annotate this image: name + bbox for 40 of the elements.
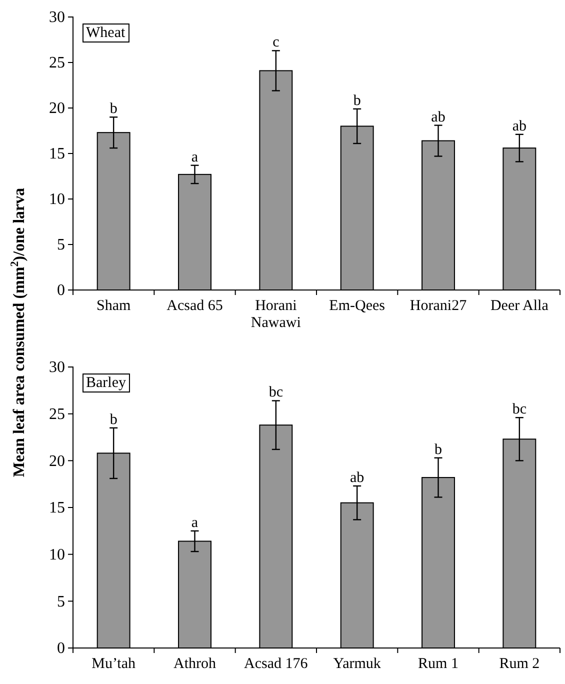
y-tick-label: 10 [49,191,65,208]
y-tick-label: 0 [57,640,65,658]
x-tick-label: Rum 1 [418,656,458,672]
annotation: bc [268,384,284,401]
y-tick-label: 0 [57,282,65,300]
annotation: b [110,412,118,428]
y-tick-label: 5 [57,593,65,610]
x-tick-label: Acsad 176 [244,656,308,672]
annotation: a [191,514,198,531]
annotation: bc [512,402,527,418]
annotation: ab [512,118,527,134]
y-tick-label: 15 [49,500,65,517]
x-tick-label: Acsad 65 [166,298,223,314]
y-tick-label: 20 [49,100,65,118]
y-tick-label: 5 [57,236,65,254]
y-tick-label: 25 [49,406,65,423]
annotation: ab [350,470,364,486]
x-tick-label: Em-Qees [329,298,386,314]
y-tick-label: 10 [49,546,65,564]
annotation: b [434,442,442,458]
x-tick-label: Yarmuk [333,656,382,672]
x-tick-label: Athroh [174,656,216,672]
annotation: a [191,149,198,166]
y-tick-label: 30 [49,9,65,26]
x-tick-label: Horani Nawawi [250,298,301,331]
annotation: b [353,92,361,109]
y-tick-label: 25 [49,54,65,72]
x-tick-label: Rum 2 [499,656,540,672]
annotation: ab [431,109,446,126]
text: Wheat [86,25,126,41]
annotation: b [110,101,118,118]
text: Barley [86,375,126,391]
x-tick-label: Sham [96,298,131,314]
y-tick-label: 15 [49,146,65,163]
x-tick-label: Deer Alla [490,298,549,314]
y-tick-label: 20 [49,452,65,470]
x-tick-label: Mu’tah [92,656,136,672]
annotation: c [272,34,280,51]
x-tick-label: Horani27 [410,298,468,314]
y-tick-label: 30 [49,359,65,376]
